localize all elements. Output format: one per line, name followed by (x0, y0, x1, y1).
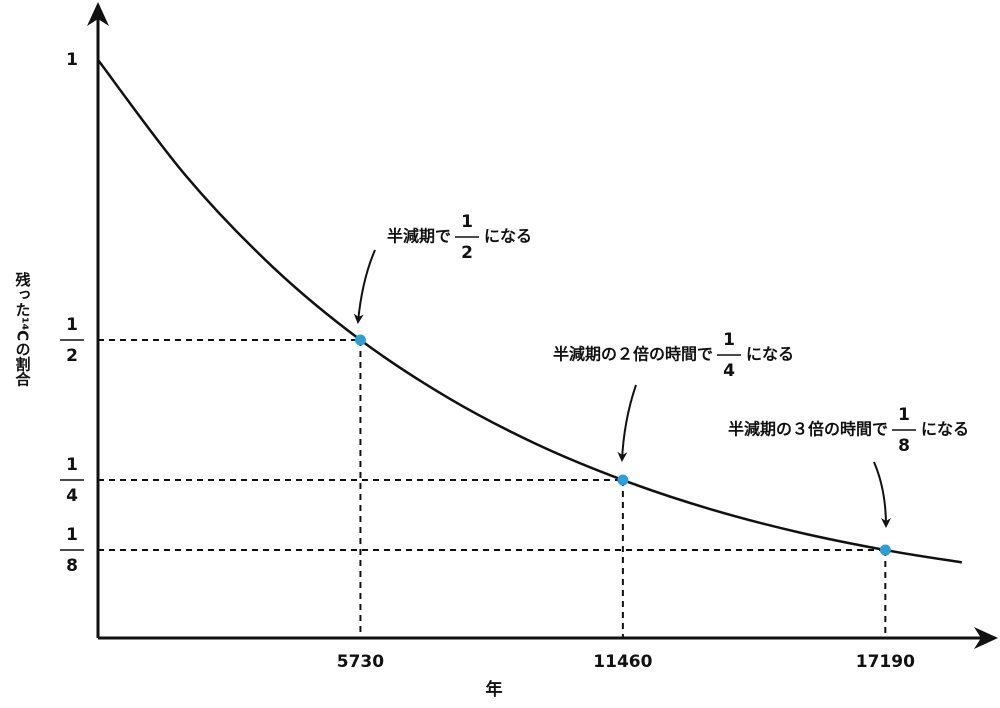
annotation-fraction: 1/8 (898, 405, 910, 456)
annotation-text: 半減期で (387, 227, 451, 246)
point (879, 544, 891, 556)
annotation-text: になる (484, 227, 532, 246)
decay-curve (97, 59, 963, 564)
point (354, 334, 366, 346)
x-tick-label: 17190 (856, 652, 915, 672)
annotation-arrow (353, 249, 376, 324)
annotation-fraction: 1/4 (723, 330, 735, 381)
point (617, 474, 629, 486)
x-axis-arrow (974, 627, 998, 649)
annotation-arrow (873, 461, 891, 528)
annotation-text: 半減期の２倍の時間で (553, 345, 713, 364)
annotation-text: 半減期の３倍の時間で (728, 420, 888, 439)
y-tick-label: 1/8 (66, 525, 78, 576)
x-tick-label: 5730 (337, 652, 384, 672)
y-axis-arrow (87, 2, 109, 26)
x-tick-label: 11460 (593, 652, 652, 672)
annotation-text: になる (921, 420, 969, 439)
y-tick-label: 1 (66, 50, 78, 70)
y-axis-label: 残った¹⁴Cの割合 (14, 271, 32, 387)
annotation-fraction: 1/2 (461, 212, 473, 263)
annotation-arrow (617, 384, 637, 462)
x-axis-label: 年 (486, 679, 503, 700)
y-tick-label: 1/2 (66, 315, 78, 366)
y-tick-label: 1/4 (66, 455, 78, 506)
annotation-text: になる (746, 345, 794, 364)
